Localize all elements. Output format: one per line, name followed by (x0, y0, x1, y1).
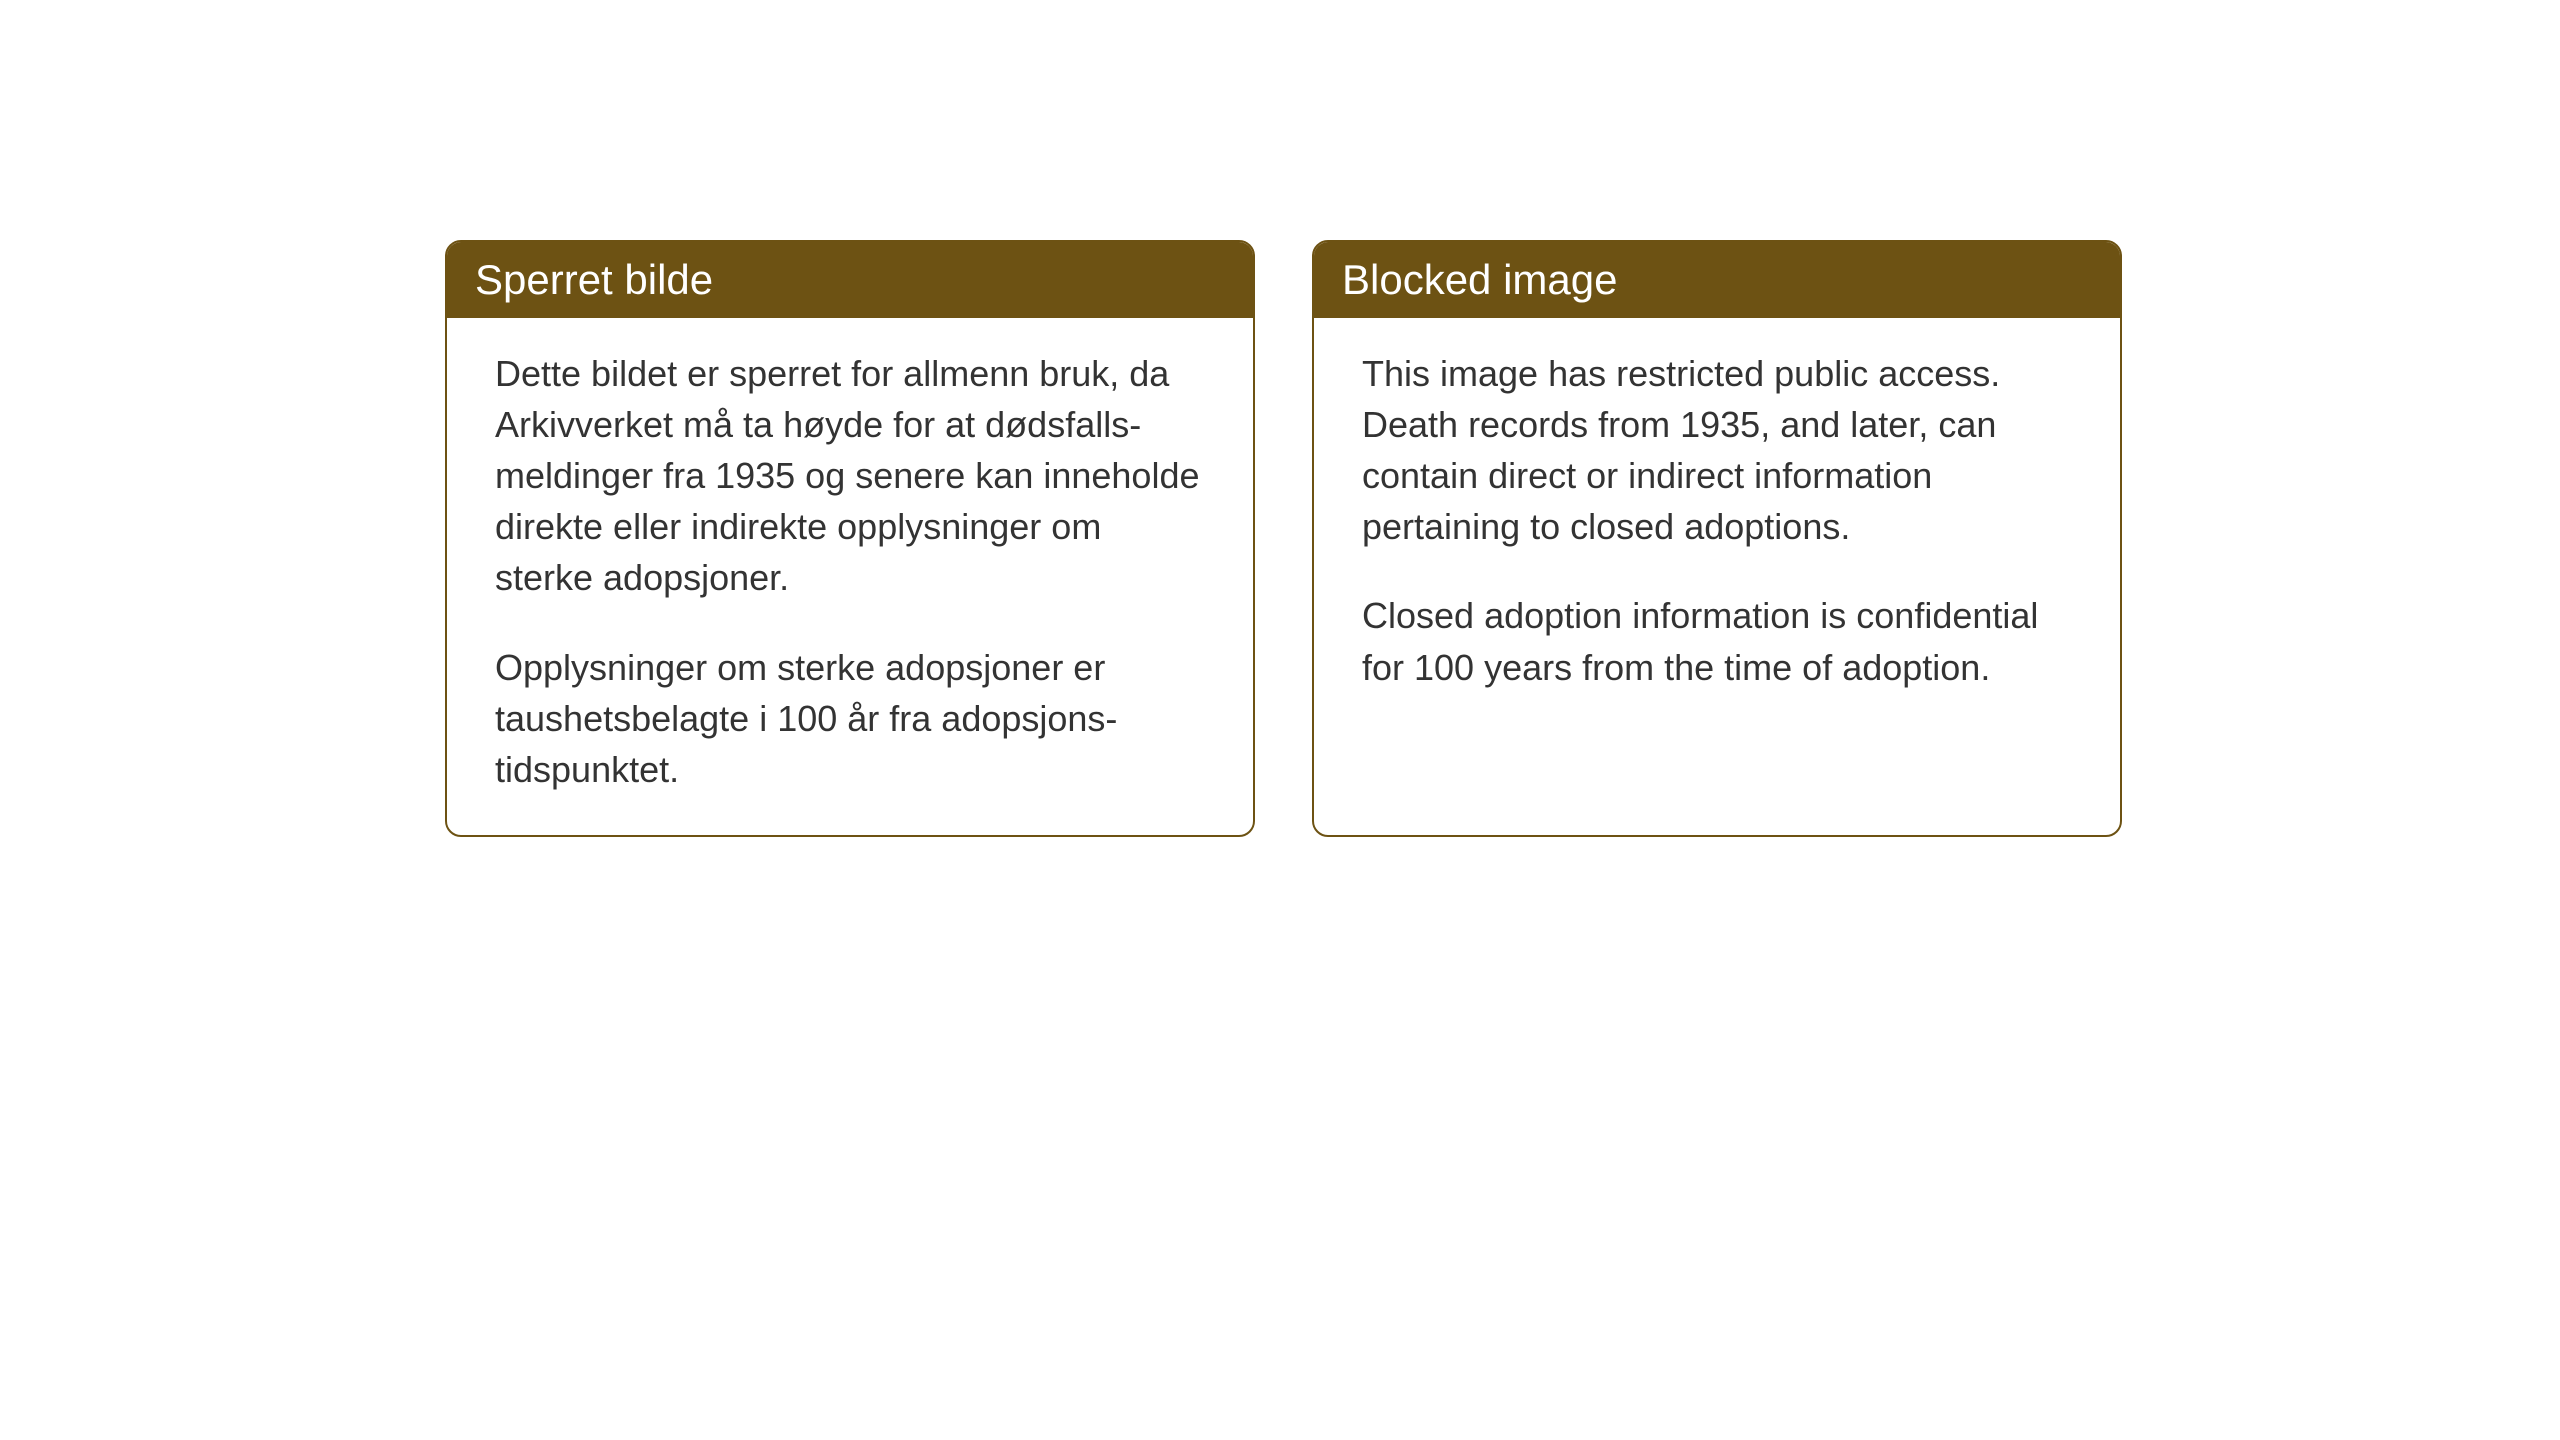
card-english: Blocked image This image has restricted … (1312, 240, 2122, 837)
cards-container: Sperret bilde Dette bildet er sperret fo… (445, 240, 2122, 837)
card-norwegian: Sperret bilde Dette bildet er sperret fo… (445, 240, 1255, 837)
card-paragraph-2-english: Closed adoption information is confident… (1362, 590, 2072, 692)
card-paragraph-2-norwegian: Opplysninger om sterke adopsjoner er tau… (495, 642, 1205, 795)
card-paragraph-1-norwegian: Dette bildet er sperret for allmenn bruk… (495, 348, 1205, 604)
card-header-english: Blocked image (1314, 242, 2120, 318)
card-body-norwegian: Dette bildet er sperret for allmenn bruk… (447, 318, 1253, 835)
card-header-norwegian: Sperret bilde (447, 242, 1253, 318)
card-paragraph-1-english: This image has restricted public access.… (1362, 348, 2072, 552)
card-body-english: This image has restricted public access.… (1314, 318, 2120, 733)
